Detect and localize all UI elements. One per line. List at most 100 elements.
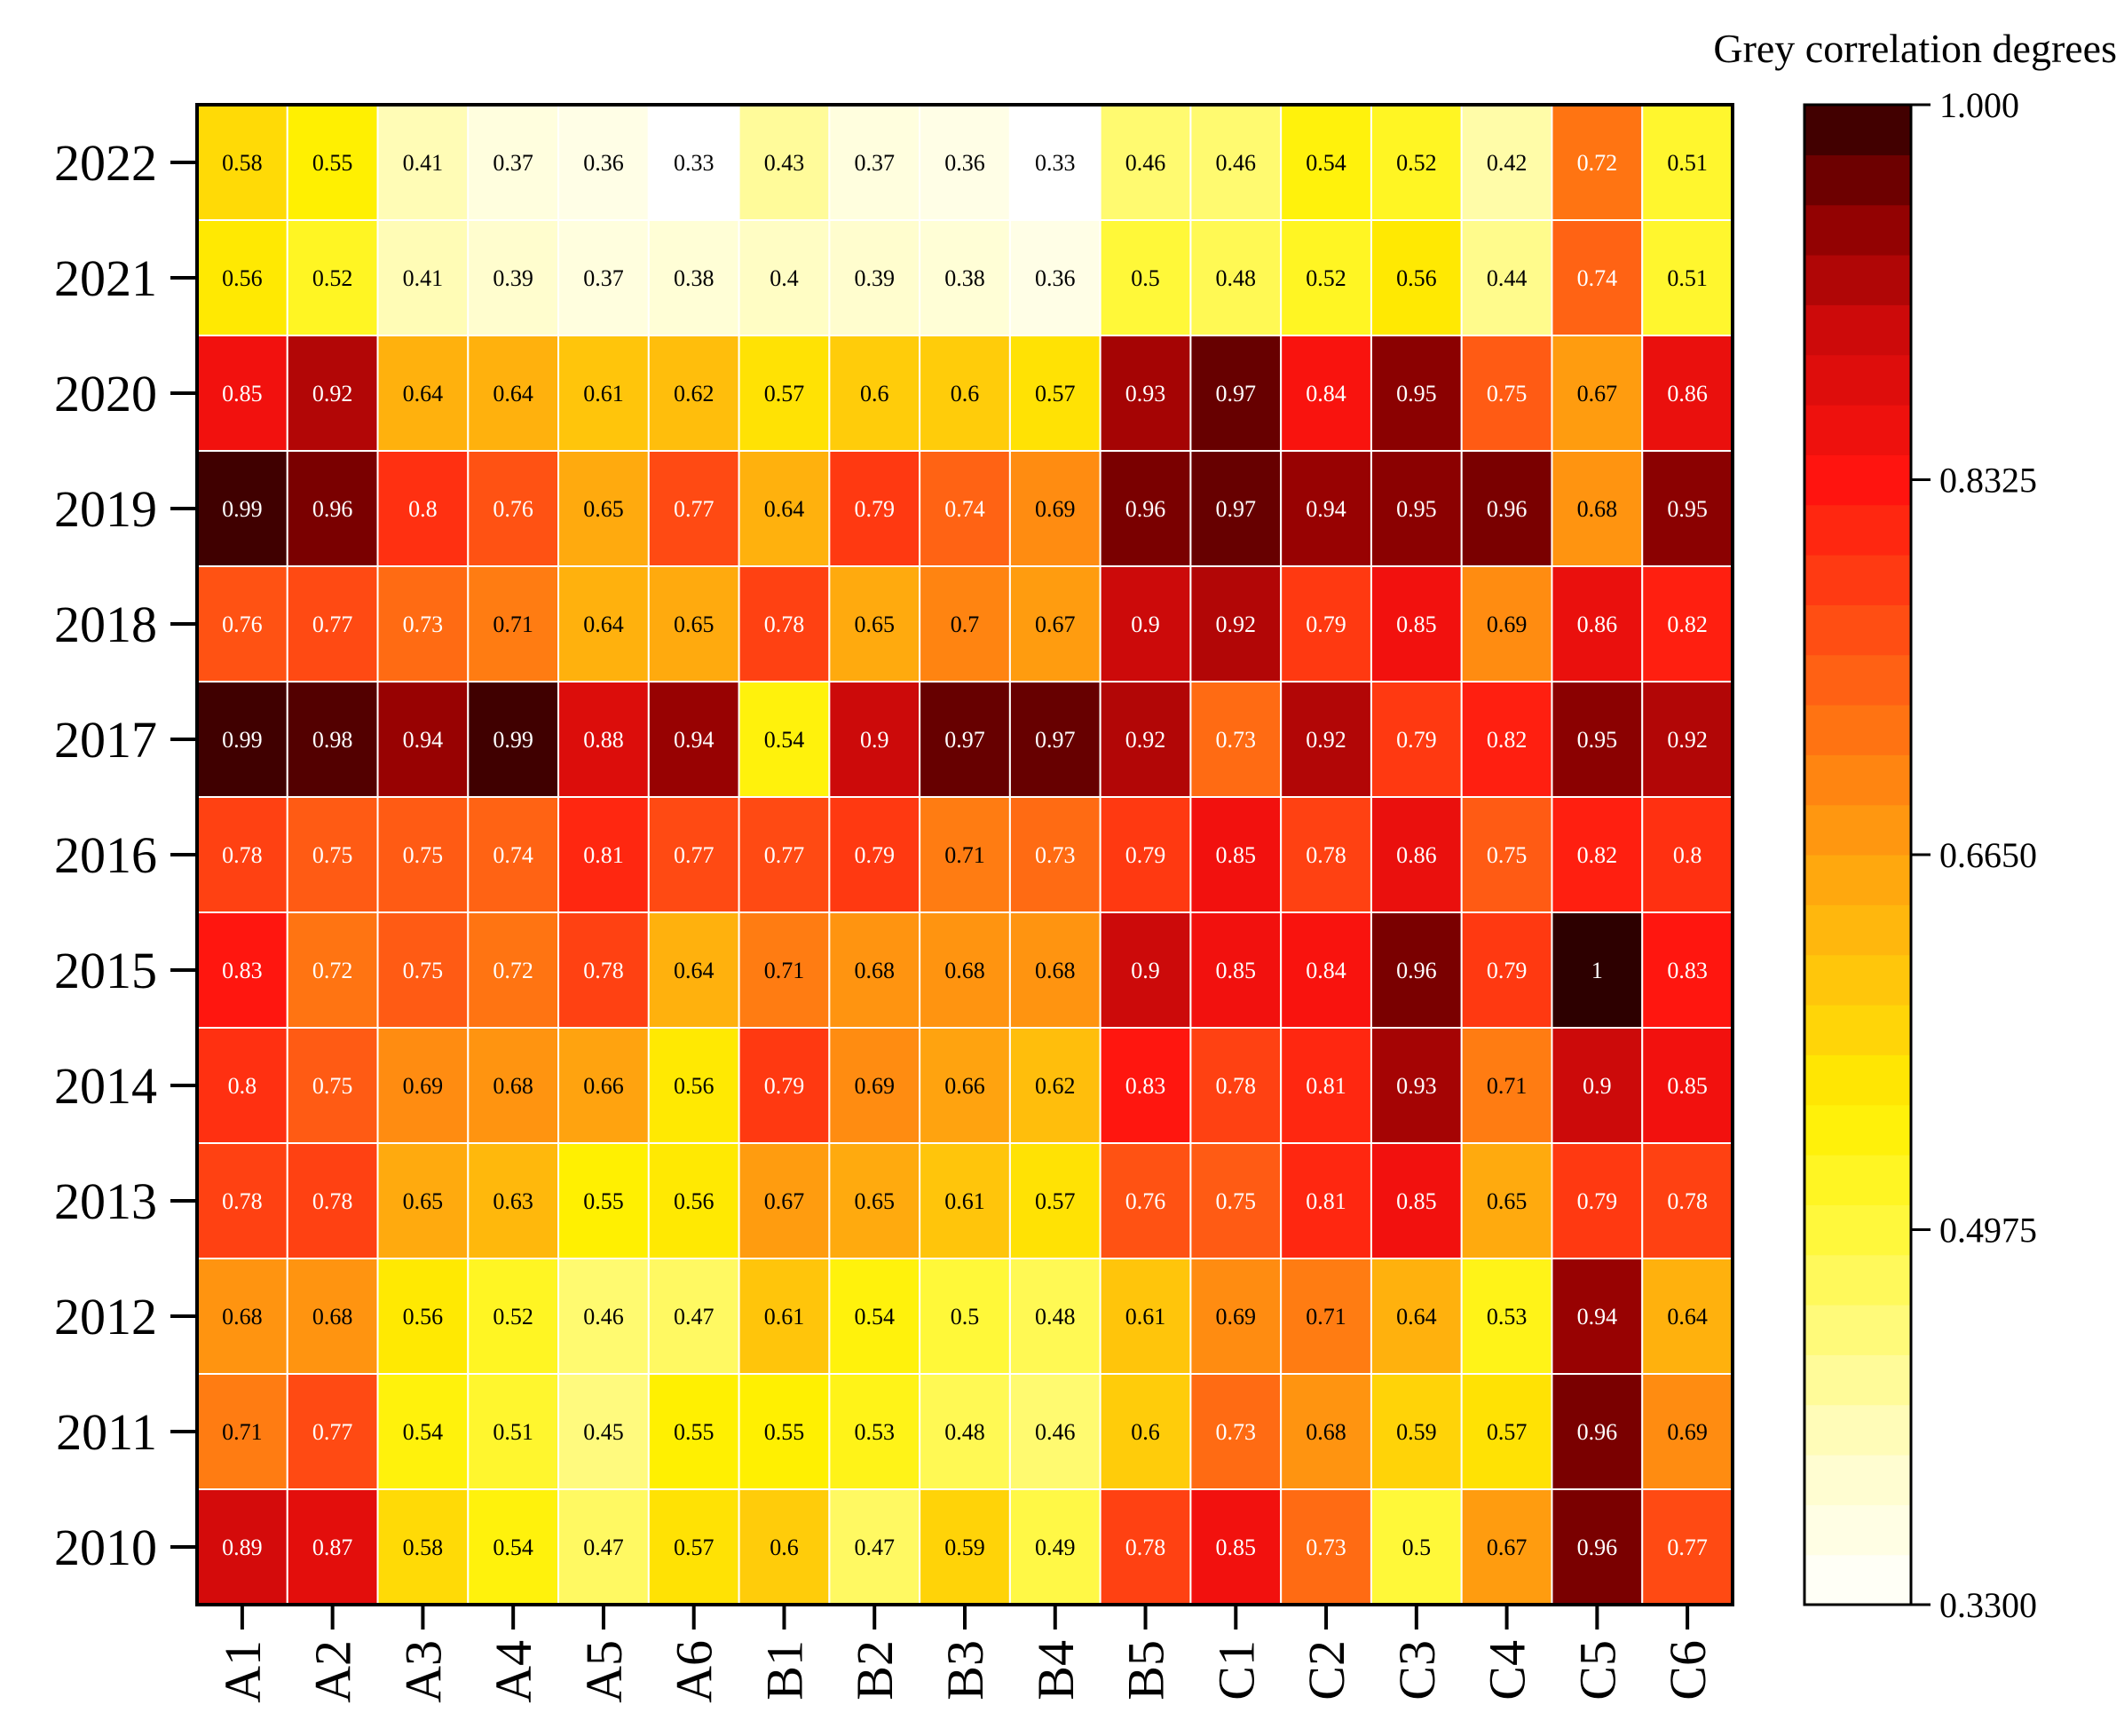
heatmap-cell-2019-c6 (1641, 450, 1734, 567)
cell-value-label: 0.38 (944, 265, 985, 291)
cell-value-label: 0.75 (1487, 381, 1528, 406)
heatmap-cell-2010-b3 (919, 1488, 1011, 1606)
colorbar-step (1804, 105, 1911, 155)
colorbar-step (1804, 1155, 1911, 1205)
cell-value-label: 0.5 (1131, 265, 1160, 291)
cell-value-label: 0.74 (1577, 265, 1618, 291)
heatmap-cell-2021-b5 (1099, 219, 1192, 336)
cell-value-label: 0.66 (944, 1073, 985, 1099)
cell-value-label: 0.94 (1577, 1304, 1618, 1330)
heatmap-cell-2019-b4 (1008, 450, 1101, 567)
heatmap-cell-2011-a4 (467, 1373, 560, 1490)
cell-value-label: 0.83 (1125, 1073, 1166, 1099)
cell-value-label: 0.36 (944, 150, 985, 176)
cell-value-label: 0.52 (1306, 265, 1346, 291)
cell-value-label: 0.64 (1667, 1304, 1708, 1330)
y-tick-label-2010: 2010 (54, 1519, 157, 1576)
cell-value-label: 0.62 (674, 381, 715, 406)
heatmap-cell-2016-a6 (647, 796, 740, 913)
cell-value-label: 0.63 (493, 1188, 533, 1214)
heatmap-cell-2018-a4 (467, 565, 560, 683)
cell-value-label: 0.71 (764, 958, 805, 983)
cell-value-label: 0.83 (222, 958, 263, 983)
cell-value-label: 0.51 (1667, 265, 1708, 291)
cell-value-label: 0.74 (944, 496, 985, 522)
heatmap-cell-2018-b5 (1099, 565, 1192, 683)
cell-value-label: 0.96 (312, 496, 353, 522)
cell-value-label: 0.65 (583, 496, 624, 522)
heatmap-cell-2020-c6 (1641, 335, 1734, 452)
cell-value-label: 0.76 (1125, 1188, 1166, 1214)
cell-value-label: 0.81 (1306, 1073, 1346, 1099)
heatmap-cell-2013-c4 (1460, 1142, 1553, 1259)
heatmap-cell-2012-b5 (1099, 1258, 1192, 1375)
heatmap-cell-2010-c2 (1280, 1488, 1372, 1606)
heatmap-cell-2022-c1 (1189, 104, 1283, 221)
cell-value-label: 0.73 (1035, 842, 1076, 868)
cell-value-label: 0.73 (1216, 1419, 1257, 1445)
cell-value-label: 0.9 (1131, 612, 1160, 637)
cell-value-label: 0.73 (1216, 727, 1257, 753)
cell-value-label: 0.78 (1125, 1535, 1166, 1560)
heatmap-cell-2015-b4 (1008, 911, 1101, 1029)
x-tick-label-a6: A6 (666, 1640, 723, 1703)
heatmap-cell-2022-a1 (196, 104, 288, 221)
colorbar-step (1804, 1005, 1911, 1055)
y-tick-label-2015: 2015 (54, 942, 157, 999)
heatmap-cell-2013-b1 (738, 1142, 831, 1259)
cell-value-label: 0.65 (854, 1188, 895, 1214)
cell-value-label: 0.77 (674, 496, 715, 522)
cell-value-label: 0.85 (222, 381, 263, 406)
cell-value-label: 0.97 (944, 727, 985, 753)
cell-value-label: 0.53 (854, 1419, 895, 1445)
y-tick-label-2012: 2012 (54, 1288, 157, 1345)
heatmap-cell-2019-a4 (467, 450, 560, 567)
cell-value-label: 0.76 (493, 496, 533, 522)
cell-value-label: 0.96 (1125, 496, 1166, 522)
y-tick-label-2022: 2022 (54, 134, 157, 192)
cell-value-label: 0.75 (1487, 842, 1528, 868)
cell-value-label: 0.78 (764, 612, 805, 637)
cell-value-label: 0.73 (1306, 1535, 1346, 1560)
cell-value-label: 0.51 (493, 1419, 533, 1445)
cell-value-label: 0.36 (1035, 265, 1076, 291)
cell-value-label: 0.82 (1667, 612, 1708, 637)
heatmap-cell-2016-c6 (1641, 796, 1734, 913)
heatmap-cell-2020-b3 (919, 335, 1011, 452)
heatmap-cell-2013-a2 (286, 1142, 379, 1259)
cell-value-label: 0.42 (1487, 150, 1528, 176)
cell-value-label: 0.66 (583, 1073, 624, 1099)
x-tick-label-b1: B1 (755, 1640, 813, 1700)
heatmap-cell-2021-b2 (828, 219, 921, 336)
cell-value-label: 0.78 (222, 842, 263, 868)
cell-value-label: 0.84 (1306, 381, 1346, 406)
heatmap-cell-2017-a6 (647, 681, 740, 798)
heatmap-cell-2015-b1 (738, 911, 831, 1029)
colorbar-step (1804, 654, 1911, 706)
heatmap-cell-2018-c3 (1370, 565, 1463, 683)
cell-value-label: 0.99 (222, 727, 263, 753)
heatmap-cell-2019-a3 (376, 450, 470, 567)
colorbar-step (1804, 604, 1911, 656)
cell-value-label: 0.99 (222, 496, 263, 522)
heatmap-cell-2017-b5 (1099, 681, 1192, 798)
cell-value-label: 0.54 (854, 1304, 895, 1330)
cell-value-label: 0.96 (1577, 1535, 1618, 1560)
heatmap-cell-2017-c3 (1370, 681, 1463, 798)
cell-value-label: 0.43 (764, 150, 805, 176)
heatmap-cell-2020-c3 (1370, 335, 1463, 452)
colorbar-step (1804, 304, 1911, 356)
cell-value-label: 0.89 (222, 1535, 263, 1560)
heatmap-cell-2020-b5 (1099, 335, 1192, 452)
colorbar-steps (1804, 105, 1911, 1606)
heatmap-cell-2018-b3 (919, 565, 1011, 683)
heatmap-cell-2010-b2 (828, 1488, 921, 1606)
cell-value-label: 0.79 (854, 496, 895, 522)
heatmap-cell-2012-a3 (376, 1258, 470, 1375)
colorbar-step (1804, 1054, 1911, 1106)
x-tick-label-a4: A4 (485, 1640, 542, 1703)
heatmap-cell-2022-b2 (828, 104, 921, 221)
colorbar-step (1804, 354, 1911, 406)
cell-value-label: 0.64 (493, 381, 533, 406)
heatmap-cell-2015-c5 (1551, 911, 1644, 1029)
